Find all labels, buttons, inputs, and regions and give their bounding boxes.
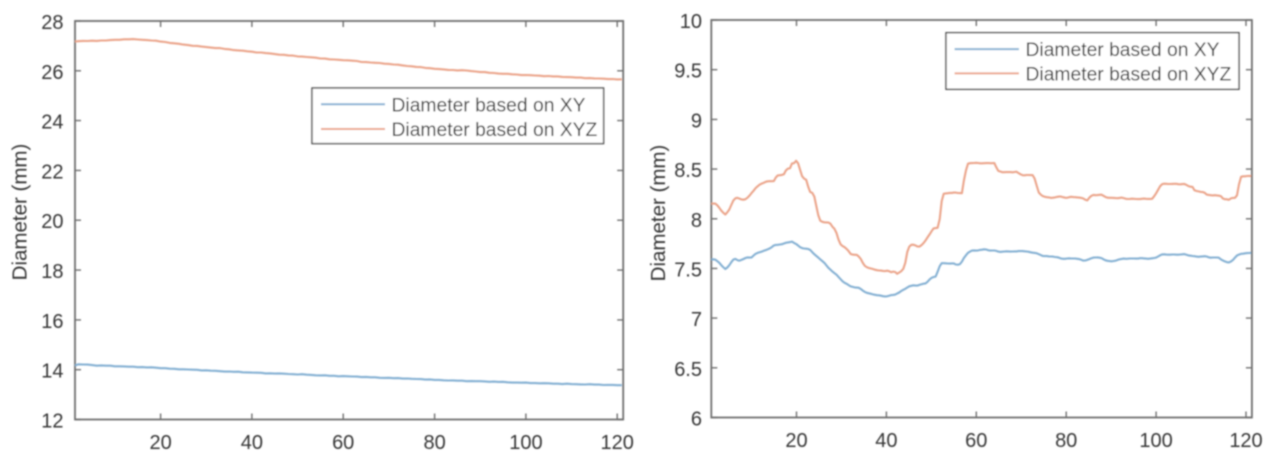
svg-text:60: 60 [332,432,354,454]
svg-text:20: 20 [149,432,171,454]
svg-text:Diameter based on XY: Diameter based on XY [1026,40,1220,61]
svg-text:120: 120 [1229,430,1262,452]
svg-text:20: 20 [785,430,807,452]
svg-text:40: 40 [241,432,263,454]
svg-text:Diameter based on XYZ: Diameter based on XYZ [392,120,598,141]
svg-text:Diameter based on XY: Diameter based on XY [392,95,586,116]
svg-text:9.5: 9.5 [674,61,702,83]
svg-text:8.5: 8.5 [674,160,702,182]
svg-text:10: 10 [680,11,702,33]
svg-text:100: 100 [1139,430,1172,452]
svg-text:9: 9 [691,110,702,132]
svg-text:7: 7 [691,309,702,331]
svg-text:14: 14 [41,361,63,383]
svg-text:12: 12 [41,411,63,433]
svg-text:Diameter (mm): Diameter (mm) [647,145,670,282]
svg-text:120: 120 [601,432,634,454]
svg-text:6: 6 [691,409,702,431]
svg-text:16: 16 [41,311,63,333]
svg-text:6.5: 6.5 [674,359,702,381]
svg-text:80: 80 [423,432,445,454]
svg-text:22: 22 [41,161,63,183]
svg-text:100: 100 [509,432,542,454]
svg-text:60: 60 [965,430,987,452]
svg-text:Diameter based on XYZ: Diameter based on XYZ [1026,64,1232,85]
svg-text:18: 18 [41,261,63,283]
svg-text:26: 26 [41,62,63,84]
svg-text:8: 8 [691,210,702,232]
svg-text:24: 24 [41,112,63,134]
svg-text:40: 40 [875,430,897,452]
svg-text:80: 80 [1055,430,1077,452]
svg-text:Diameter (mm): Diameter (mm) [9,144,32,281]
svg-text:28: 28 [41,12,63,34]
svg-text:20: 20 [41,211,63,233]
svg-text:7.5: 7.5 [674,259,702,281]
